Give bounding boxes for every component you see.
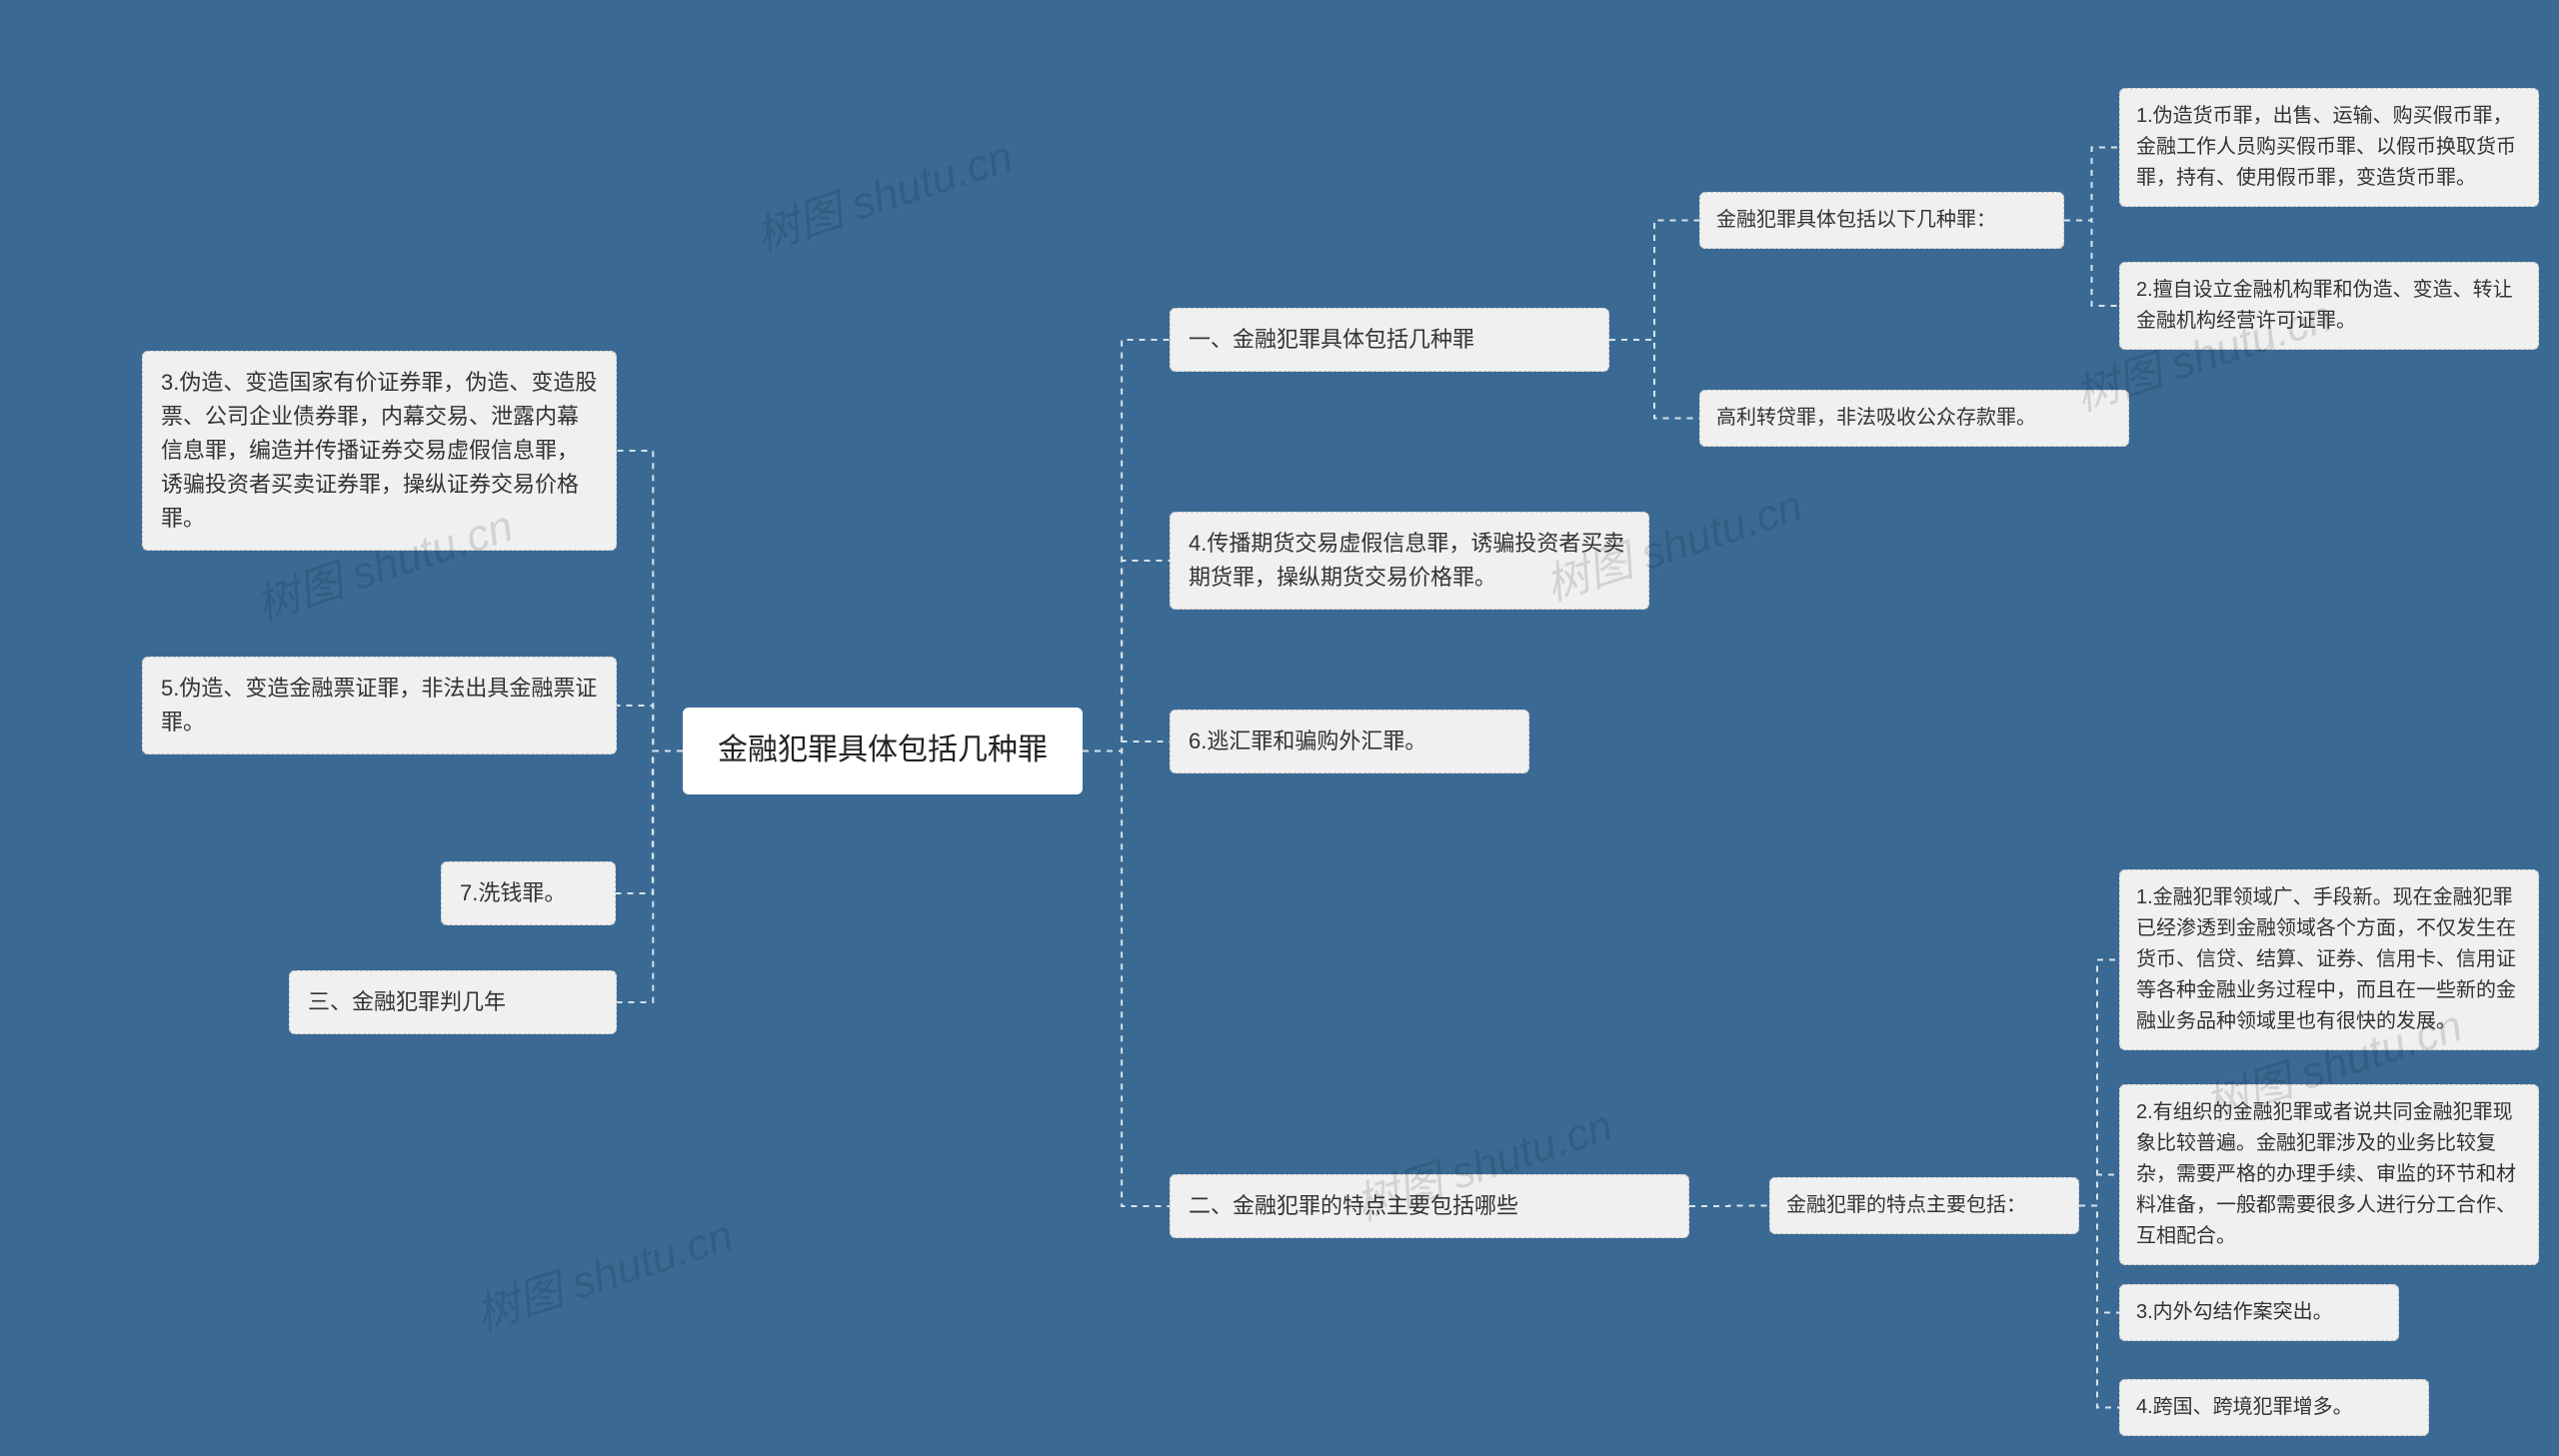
right-section-2-text: 二、金融犯罪的特点主要包括哪些: [1189, 1193, 1518, 1218]
left-item-5-text: 5.伪造、变造金融票证罪，非法出具金融票证罪。: [161, 676, 597, 734]
right-item-4: 4.传播期货交易虚假信息罪，诱骗投资者买卖期货罪，操纵期货交易价格罪。: [1170, 512, 1649, 610]
right-section-2-sub-3: 3.内外勾结作案突出。: [2119, 1284, 2399, 1341]
watermark: 树图 shutu.cn: [747, 120, 1020, 263]
right-section-1-sub1-2-text: 2.擅自设立金融机构罪和伪造、变造、转让金融机构经营许可证罪。: [2136, 279, 2513, 332]
left-item-5: 5.伪造、变造金融票证罪，非法出具金融票证罪。: [142, 657, 617, 754]
right-section-2-sub-1-text: 1.金融犯罪领域广、手段新。现在金融犯罪已经渗透到金融领域各个方面，不仅发生在货…: [2136, 886, 2516, 1032]
right-section-2-sub-4-text: 4.跨国、跨境犯罪增多。: [2136, 1396, 2353, 1418]
right-section-1-sub1-text: 金融犯罪具体包括以下几种罪：: [1716, 209, 1996, 231]
mindmap-canvas: 金融犯罪具体包括几种罪 3.伪造、变造国家有价证券罪，伪造、变造股票、公司企业债…: [0, 0, 2559, 1456]
right-section-2-sub: 金融犯罪的特点主要包括：: [1769, 1177, 2079, 1234]
right-section-2-sub-2-text: 2.有组织的金融犯罪或者说共同金融犯罪现象比较普遍。金融犯罪涉及的业务比较复杂，…: [2136, 1101, 2516, 1247]
left-item-3-text: 3.伪造、变造国家有价证券罪，伪造、变造股票、公司企业债券罪，内幕交易、泄露内幕…: [161, 370, 597, 531]
right-section-2: 二、金融犯罪的特点主要包括哪些: [1170, 1174, 1689, 1238]
root-node: 金融犯罪具体包括几种罪: [683, 708, 1083, 794]
root-label: 金融犯罪具体包括几种罪: [718, 733, 1048, 766]
right-section-2-sub-1: 1.金融犯罪领域广、手段新。现在金融犯罪已经渗透到金融领域各个方面，不仅发生在货…: [2119, 869, 2539, 1050]
right-item-6: 6.逃汇罪和骗购外汇罪。: [1170, 710, 1529, 773]
right-section-1-sub2-text: 高利转贷罪，非法吸收公众存款罪。: [1716, 407, 2036, 429]
left-section-3-text: 三、金融犯罪判几年: [308, 989, 506, 1014]
left-item-3: 3.伪造、变造国家有价证券罪，伪造、变造股票、公司企业债券罪，内幕交易、泄露内幕…: [142, 351, 617, 551]
right-section-2-sub-3-text: 3.内外勾结作案突出。: [2136, 1301, 2333, 1323]
right-section-1-sub1-2: 2.擅自设立金融机构罪和伪造、变造、转让金融机构经营许可证罪。: [2119, 262, 2539, 350]
right-section-1-sub1: 金融犯罪具体包括以下几种罪：: [1699, 192, 2064, 249]
left-item-7-text: 7.洗钱罪。: [460, 880, 566, 905]
left-item-7: 7.洗钱罪。: [441, 861, 616, 925]
watermark: 树图 shutu.cn: [467, 1199, 740, 1342]
right-item-4-text: 4.传播期货交易虚假信息罪，诱骗投资者买卖期货罪，操纵期货交易价格罪。: [1189, 531, 1624, 590]
right-section-1: 一、金融犯罪具体包括几种罪: [1170, 308, 1609, 372]
right-section-2-sub-4: 4.跨国、跨境犯罪增多。: [2119, 1379, 2429, 1436]
right-item-6-text: 6.逃汇罪和骗购外汇罪。: [1189, 728, 1426, 753]
right-section-1-sub1-1-text: 1.伪造货币罪，出售、运输、购买假币罪，金融工作人员购买假币罪、以假币换取货币罪…: [2136, 105, 2516, 189]
right-section-1-sub1-1: 1.伪造货币罪，出售、运输、购买假币罪，金融工作人员购买假币罪、以假币换取货币罪…: [2119, 88, 2539, 207]
right-section-1-sub2: 高利转贷罪，非法吸收公众存款罪。: [1699, 390, 2129, 447]
left-section-3: 三、金融犯罪判几年: [289, 970, 617, 1034]
right-section-1-text: 一、金融犯罪具体包括几种罪: [1189, 327, 1474, 352]
right-section-2-sub-2: 2.有组织的金融犯罪或者说共同金融犯罪现象比较普遍。金融犯罪涉及的业务比较复杂，…: [2119, 1084, 2539, 1265]
right-section-2-sub-text: 金融犯罪的特点主要包括：: [1786, 1194, 2026, 1216]
